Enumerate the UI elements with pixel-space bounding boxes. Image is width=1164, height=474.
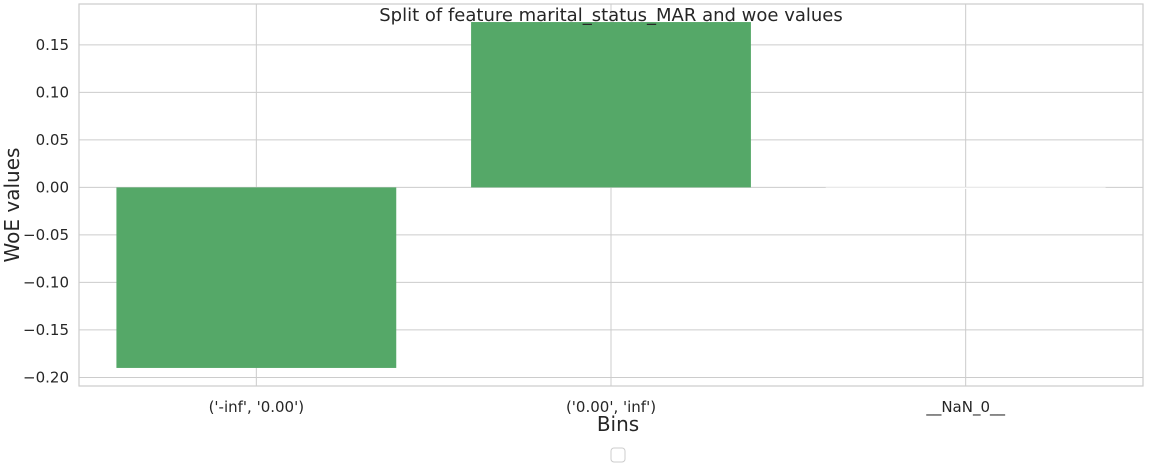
y-tick-labels: −0.20 −0.15 −0.10 −0.05 0.00 0.05 0.10 0.15 xyxy=(23,36,69,387)
bar xyxy=(825,187,1106,189)
y-tick-label: −0.05 xyxy=(23,226,69,244)
y-axis-label: WoE values xyxy=(0,148,24,263)
y-tick-label: −0.15 xyxy=(23,321,69,339)
y-tick-label: 0.05 xyxy=(36,131,69,149)
plot-frame xyxy=(78,3,1144,387)
y-tick-label: 0.10 xyxy=(36,83,69,101)
y-tick-label: −0.10 xyxy=(23,273,69,291)
x-axis-label: Bins xyxy=(597,412,639,436)
chart-title: Split of feature marital_status_MAR and … xyxy=(379,5,843,26)
x-tick-label: ('-inf', '0.00') xyxy=(209,398,305,416)
x-tick-label: __NaN_0__ xyxy=(925,398,1005,417)
x-tick-labels: ('-inf', '0.00') ('0.00', 'inf') __NaN_0__ xyxy=(209,398,1006,417)
bar xyxy=(471,22,751,188)
y-tick-label: −0.20 xyxy=(23,368,69,386)
y-tick-label: 0.15 xyxy=(36,36,69,54)
x-tick-label: ('0.00', 'inf') xyxy=(566,398,656,416)
legend-box xyxy=(610,447,626,463)
bars xyxy=(116,22,1106,368)
y-tick-label: 0.00 xyxy=(36,178,69,196)
bar xyxy=(116,187,397,368)
